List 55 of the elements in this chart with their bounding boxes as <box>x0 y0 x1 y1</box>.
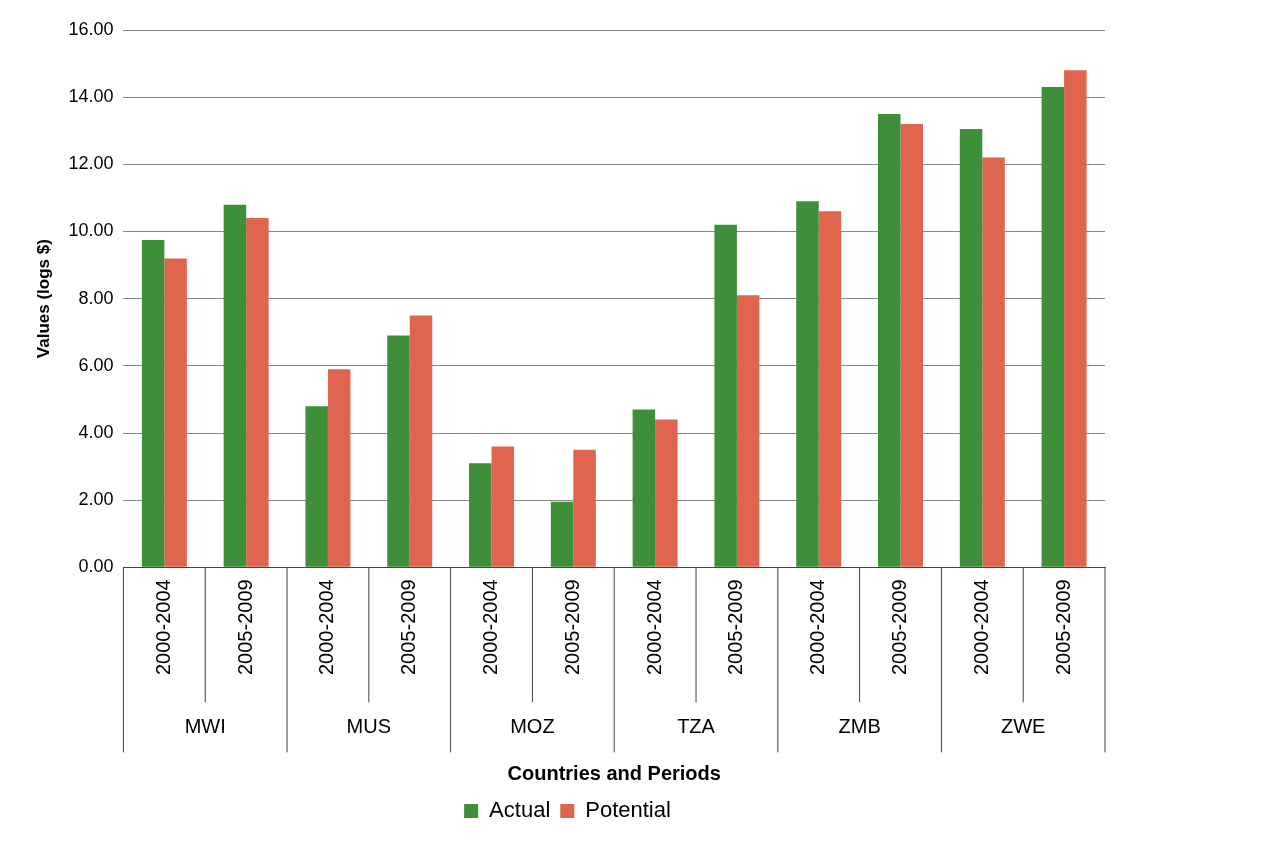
bar <box>982 157 1005 567</box>
x-tick-label: 2005-2009 <box>560 579 583 676</box>
bar <box>878 113 901 567</box>
y-tick-label: 2.00 <box>78 489 114 510</box>
bar <box>141 239 165 567</box>
text: TZA <box>677 714 716 737</box>
bar <box>246 218 269 567</box>
bar <box>164 258 187 567</box>
y-tick-label: 12.00 <box>68 153 114 174</box>
x-tick-label: 2000-2004 <box>315 579 338 676</box>
x-tick-label: 2000-2004 <box>969 579 992 676</box>
x-axis-title: Countries and Periods <box>507 761 721 784</box>
bar <box>818 211 842 567</box>
bar <box>223 204 247 567</box>
y-tick-label: 16.00 <box>68 18 114 39</box>
legend-label: Actual <box>489 797 551 823</box>
bar <box>305 406 328 567</box>
bar <box>387 335 410 567</box>
x-tick-label: 2005-2009 <box>233 579 256 676</box>
x-tick-label: 2000-2004 <box>151 579 174 676</box>
y-tick-label: 8.00 <box>78 287 114 308</box>
bar <box>550 501 574 567</box>
y-axis-title: Values (logs $) <box>33 239 53 359</box>
bar <box>1064 70 1087 567</box>
bar <box>736 295 760 567</box>
y-tick-label: 4.00 <box>78 421 114 442</box>
x-tick-label: 2005-2009 <box>397 579 420 676</box>
x-tick-label: 2000-2004 <box>806 579 829 676</box>
bar <box>1041 87 1065 567</box>
y-tick-label: 0.00 <box>78 556 114 577</box>
x-tick-label: 2000-2004 <box>479 579 502 676</box>
bar <box>469 463 492 567</box>
text: MWI <box>184 714 226 737</box>
bar <box>796 201 819 567</box>
bar <box>714 224 737 567</box>
bar <box>409 315 433 567</box>
x-tick-label: 2005-2009 <box>724 579 747 676</box>
text: MOZ <box>510 714 555 737</box>
bar <box>573 449 596 567</box>
bar <box>491 446 515 567</box>
bar <box>632 409 656 567</box>
x-tick-label: 2005-2009 <box>888 579 911 676</box>
text: MUS <box>346 714 392 737</box>
bar <box>655 419 678 567</box>
x-tick-label: 2000-2004 <box>642 579 665 676</box>
y-tick-label: 6.00 <box>78 354 114 375</box>
text: ZMB <box>838 714 881 737</box>
x-tick-label: 2005-2009 <box>1051 579 1074 676</box>
y-tick-label: 10.00 <box>68 220 114 241</box>
legend-label: Potential <box>585 797 671 823</box>
y-tick-label: 14.00 <box>68 86 114 107</box>
text: ZWE <box>1000 714 1046 737</box>
bar <box>959 129 983 567</box>
bar <box>900 124 923 567</box>
bar <box>327 369 351 567</box>
